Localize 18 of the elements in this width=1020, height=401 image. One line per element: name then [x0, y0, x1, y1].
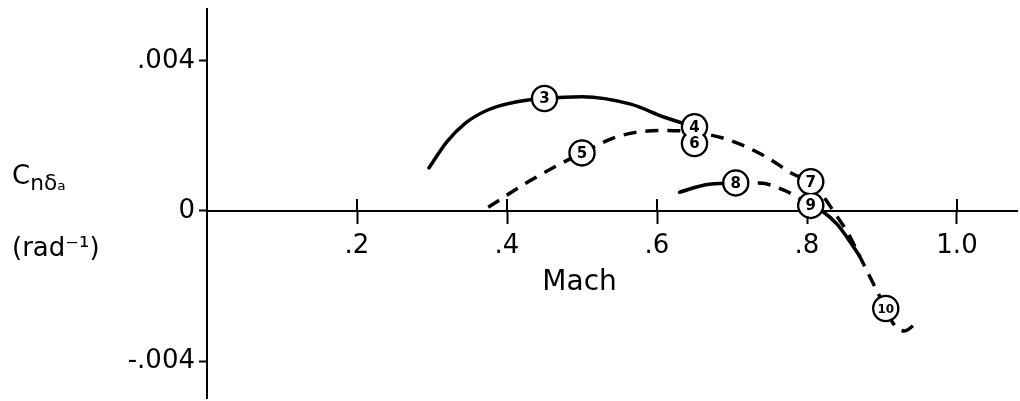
annotation: 4 [689, 117, 700, 136]
annotation: 3 [539, 89, 550, 108]
x-tick-label: .8 [794, 229, 820, 260]
x-tick-label: .6 [644, 229, 670, 260]
y-tick-label: 0 [178, 193, 195, 224]
x-tick-label: .4 [494, 229, 520, 260]
text: C$_{nδₐ}$ (rad⁻¹) [12, 160, 100, 263]
annotation: 5 [576, 143, 588, 162]
annotation: 6 [689, 134, 700, 153]
x-tick-label: 1.0 [936, 229, 978, 260]
annotation: 8 [730, 173, 741, 192]
annotation: 10 [877, 301, 895, 316]
annotation: 7 [805, 172, 816, 191]
annotation: 9 [805, 196, 816, 215]
y-tick-label: .004 [137, 43, 195, 74]
x-tick-label: .2 [344, 229, 370, 260]
y-tick-label: -.004 [127, 343, 195, 374]
x-axis-title: Mach [542, 264, 617, 298]
